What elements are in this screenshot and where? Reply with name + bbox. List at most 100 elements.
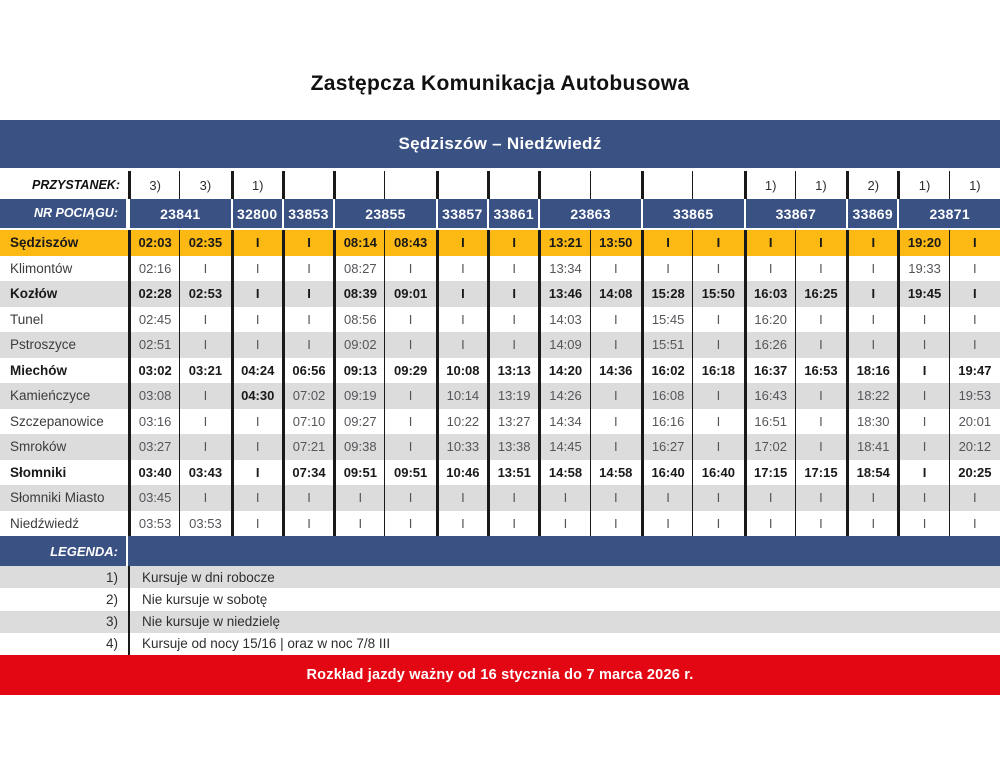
time-cell: I [179, 434, 231, 460]
time-cell: I [230, 230, 282, 256]
stop-marker-cell: 2) [846, 171, 898, 199]
legend-item: 4) Kursuje od nocy 15/16 | oraz w noc 7/8… [0, 632, 1000, 655]
time-cell: I [384, 485, 436, 511]
time-cell: 03:08 [128, 383, 180, 409]
train-number-cell: 23871 [897, 199, 1000, 228]
time-cell: 16:03 [743, 281, 795, 307]
time-cell: 14:34 [538, 408, 590, 434]
time-cell: 15:45 [640, 306, 693, 332]
time-cell: 16:40 [640, 459, 693, 485]
time-cell: 08:43 [384, 230, 436, 256]
time-cell: 14:09 [538, 332, 590, 358]
stops-row-label: PRZYSTANEK: [0, 171, 128, 199]
legend-marker: 1) [105, 569, 118, 585]
time-cell: I [948, 510, 1000, 536]
time-cell: 09:01 [384, 281, 436, 307]
time-cell: 15:50 [692, 281, 744, 307]
time-cell: I [230, 485, 282, 511]
time-cell: I [794, 230, 847, 256]
time-cell: 02:45 [128, 306, 180, 332]
time-cell: I [487, 485, 539, 511]
time-cell: 13:19 [487, 383, 539, 409]
route-title: Sędziszów – Niedźwiedź [398, 134, 602, 153]
legend-item: 2) Nie kursuje w sobotę [0, 588, 1000, 611]
time-cell: 03:40 [128, 459, 180, 485]
time-cell: 19:47 [948, 357, 1000, 383]
time-cell: I [897, 408, 949, 434]
time-cell: 16:08 [640, 383, 693, 409]
legend-header: LEGENDA: [0, 536, 1000, 566]
time-cell: I [435, 230, 488, 256]
train-number-cell: 32800 [230, 199, 282, 228]
stop-marker-cell: 3) [179, 171, 231, 199]
time-cell: I [948, 255, 1000, 281]
time-cell: I [948, 281, 1000, 307]
time-cell: I [230, 332, 282, 358]
time-cell: 02:53 [179, 281, 231, 307]
timetable: PRZYSTANEK: 3) 3) 1) 1) 1) 2) 1) 1) NR POCIĄGU: 23… [0, 171, 1000, 536]
time-cell: 16:27 [640, 434, 693, 460]
time-cell: 03:45 [128, 485, 180, 511]
station-name-cell: Kamieńczyce [0, 383, 128, 409]
station-name-cell: Słomniki Miasto [0, 485, 128, 511]
time-cell: I [230, 459, 282, 485]
time-cell: 09:51 [333, 459, 385, 485]
time-cell: 08:14 [333, 230, 385, 256]
time-cell: 10:08 [435, 357, 488, 383]
stop-marker-cell: 1) [897, 171, 949, 199]
time-cell: I [179, 306, 231, 332]
time-cell: I [281, 255, 334, 281]
time-cell: I [846, 230, 898, 256]
legend-marker: 2) [105, 591, 118, 607]
time-cell: I [692, 510, 744, 536]
station-name-cell: Pstroszyce [0, 332, 128, 358]
time-cell: 10:46 [435, 459, 488, 485]
time-cell: I [897, 383, 949, 409]
route-header-bar: Sędziszów – Niedźwiedź [0, 120, 1000, 168]
time-cell: 16:25 [794, 281, 847, 307]
time-cell: I [230, 408, 282, 434]
time-cell: 13:51 [487, 459, 539, 485]
time-cell: I [435, 306, 488, 332]
time-cell: I [846, 485, 898, 511]
time-cell: I [384, 306, 436, 332]
time-cell: 07:10 [281, 408, 334, 434]
time-cell: I [692, 408, 744, 434]
time-cell: 20:01 [948, 408, 1000, 434]
time-cell: 03:16 [128, 408, 180, 434]
time-cell: I [692, 332, 744, 358]
time-cell: I [640, 510, 693, 536]
station-name-cell: Sędziszów [0, 230, 128, 256]
time-cell: I [230, 281, 282, 307]
time-cell: I [435, 281, 488, 307]
stop-marker-cell [538, 171, 590, 199]
time-cell: I [333, 485, 385, 511]
time-cell: I [640, 230, 693, 256]
time-cell: I [846, 306, 898, 332]
time-cell: 14:20 [538, 357, 590, 383]
time-cell: 16:18 [692, 357, 744, 383]
time-cell: 17:15 [794, 459, 847, 485]
time-cell: I [897, 332, 949, 358]
time-cell: I [384, 332, 436, 358]
legend-text: Nie kursuje w sobotę [128, 588, 1000, 611]
time-cell: I [230, 306, 282, 332]
time-cell: I [487, 306, 539, 332]
legend-rows: 1) Kursuje w dni robocze 2) Nie kursuje w s… [0, 566, 1000, 655]
legend-marker: 4) [105, 636, 118, 652]
station-name-cell: Tunel [0, 306, 128, 332]
time-cell: I [640, 485, 693, 511]
time-cell: 14:36 [589, 357, 641, 383]
time-cell: I [897, 357, 949, 383]
time-cell: I [538, 485, 590, 511]
time-cell: 10:33 [435, 434, 488, 460]
stop-marker-cell [487, 171, 539, 199]
time-cell: 07:34 [281, 459, 334, 485]
time-cell: I [179, 332, 231, 358]
time-cell: 02:16 [128, 255, 180, 281]
time-cell: 14:45 [538, 434, 590, 460]
time-cell: 08:39 [333, 281, 385, 307]
time-cell: I [179, 255, 231, 281]
stop-marker-cell [281, 171, 334, 199]
train-number-cell: 23863 [538, 199, 641, 228]
